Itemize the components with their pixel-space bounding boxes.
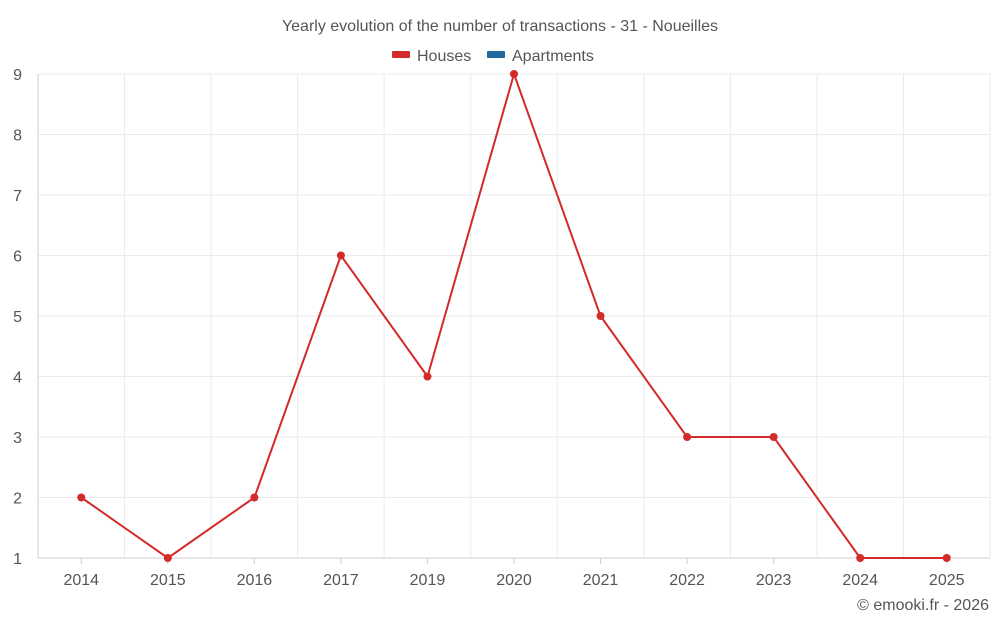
axes: 1 2 3 4 5 6 7 8 9 2014 2015 2016 2017 2019 2020 2021 202… — [13, 67, 990, 589]
x-tick-label: 2025 — [929, 572, 965, 589]
x-tick-label: 2017 — [323, 572, 359, 589]
data-point-houses[interactable] — [942, 554, 951, 562]
data-point-houses[interactable] — [77, 493, 86, 502]
x-tick-label: 2014 — [63, 572, 99, 589]
y-tick-label: 4 — [13, 370, 22, 387]
data-point-houses[interactable] — [163, 554, 172, 562]
data-point-houses[interactable] — [596, 312, 605, 320]
series-houses — [77, 70, 951, 562]
y-tick-label: 8 — [13, 128, 22, 145]
x-tick-label: 2023 — [756, 572, 792, 589]
data-point-houses[interactable] — [769, 433, 778, 441]
y-tick-label: 9 — [13, 67, 22, 84]
x-tick-label: 2015 — [150, 572, 186, 589]
y-tick-label: 7 — [13, 188, 22, 205]
data-point-houses[interactable] — [423, 372, 432, 381]
legend-item-houses[interactable]: Houses — [392, 48, 471, 65]
y-tick-label: 2 — [13, 491, 22, 508]
legend[interactable]: Houses Apartments — [392, 48, 594, 65]
y-tick-label: 3 — [13, 430, 22, 447]
legend-label-houses: Houses — [417, 48, 471, 65]
credit-text: © emooki.fr - 2026 — [857, 597, 989, 614]
data-point-houses[interactable] — [336, 251, 345, 260]
x-tick-label: 2024 — [842, 572, 878, 589]
data-point-houses[interactable] — [683, 433, 692, 441]
legend-swatch-apartments — [487, 51, 505, 58]
x-tick-label: 2016 — [237, 572, 273, 589]
x-tick-label: 2019 — [410, 572, 446, 589]
data-point-houses[interactable] — [510, 70, 518, 78]
data-point-houses[interactable] — [856, 554, 865, 562]
y-tick-label: 5 — [13, 309, 22, 326]
y-tick-label: 1 — [13, 551, 22, 568]
legend-swatch-houses — [392, 51, 410, 58]
x-tick-label: 2021 — [583, 572, 619, 589]
x-tick-label: 2020 — [496, 572, 532, 589]
legend-item-apartments[interactable]: Apartments — [487, 48, 594, 65]
chart-title: Yearly evolution of the number of transa… — [282, 18, 718, 35]
legend-label-apartments: Apartments — [512, 48, 594, 65]
x-tick-label: 2022 — [669, 572, 705, 589]
y-tick-label: 6 — [13, 249, 22, 266]
gridlines — [38, 73, 991, 558]
data-point-houses[interactable] — [250, 493, 259, 502]
